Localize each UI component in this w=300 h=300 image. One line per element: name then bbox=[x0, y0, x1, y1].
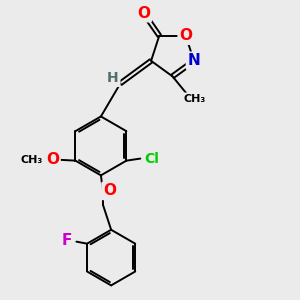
Text: F: F bbox=[61, 233, 72, 248]
Text: N: N bbox=[188, 53, 200, 68]
Text: H: H bbox=[107, 71, 119, 85]
Text: O: O bbox=[179, 28, 192, 43]
Text: CH₃: CH₃ bbox=[184, 94, 206, 104]
Text: O: O bbox=[46, 152, 59, 167]
Text: Cl: Cl bbox=[144, 152, 159, 166]
Text: CH₃: CH₃ bbox=[21, 155, 43, 165]
Text: O: O bbox=[103, 183, 116, 198]
Text: O: O bbox=[137, 6, 150, 21]
